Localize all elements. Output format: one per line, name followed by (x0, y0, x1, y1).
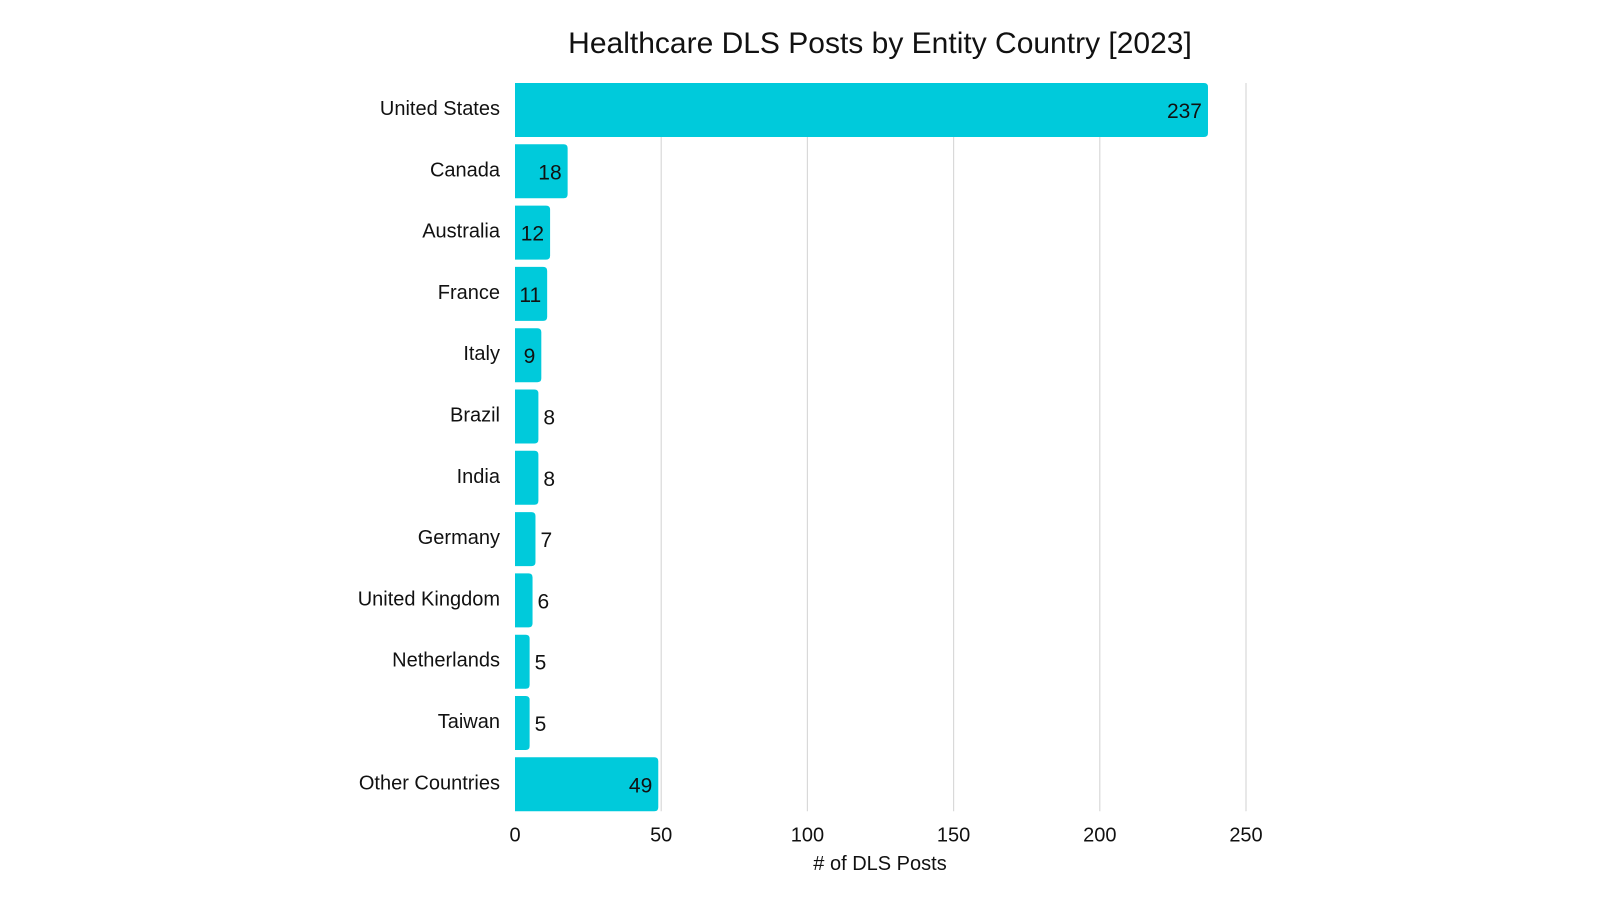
bar (515, 205, 551, 260)
bar (515, 450, 539, 505)
bar (515, 512, 536, 567)
data-label: 6 (538, 590, 550, 613)
x-tick-label: 100 (791, 824, 824, 846)
category-label: France (438, 282, 500, 304)
x-tick-label: 250 (1229, 824, 1262, 846)
data-label: 12 (521, 223, 544, 246)
category-label: United Kingdom (358, 588, 500, 610)
bar (515, 757, 659, 812)
category-label: Other Countries (359, 772, 500, 794)
bar (515, 266, 548, 321)
category-label: Canada (430, 159, 501, 181)
x-axis-label: # of DLS Posts (813, 853, 946, 875)
data-label: 8 (543, 468, 555, 491)
x-tick-label: 50 (650, 824, 672, 846)
category-label: India (457, 466, 501, 488)
data-label: 18 (538, 161, 561, 184)
bar (515, 144, 568, 199)
bar (515, 573, 533, 628)
bar (515, 389, 539, 444)
category-label: Italy (463, 343, 500, 365)
data-label: 9 (524, 345, 536, 368)
x-tick-label: 150 (937, 824, 970, 846)
bar (515, 696, 530, 750)
data-label: 5 (535, 713, 547, 736)
x-tick-label: 0 (509, 824, 520, 846)
bar (515, 634, 530, 689)
category-label: United States (380, 98, 500, 120)
chart-title: Healthcare DLS Posts by Entity Country [… (568, 27, 1192, 60)
data-label: 8 (543, 407, 555, 430)
data-label: 237 (1167, 100, 1202, 123)
category-label: Australia (422, 221, 501, 243)
data-label: 5 (535, 652, 547, 675)
category-label: Netherlands (392, 650, 500, 672)
category-label: Germany (418, 527, 500, 549)
data-label: 49 (629, 774, 652, 797)
bar (515, 83, 1208, 137)
data-label: 11 (519, 284, 541, 307)
category-label: Taiwan (438, 711, 500, 733)
bar (515, 328, 542, 383)
data-label: 7 (540, 529, 552, 552)
category-label: Brazil (450, 405, 500, 427)
x-tick-label: 200 (1083, 824, 1116, 846)
